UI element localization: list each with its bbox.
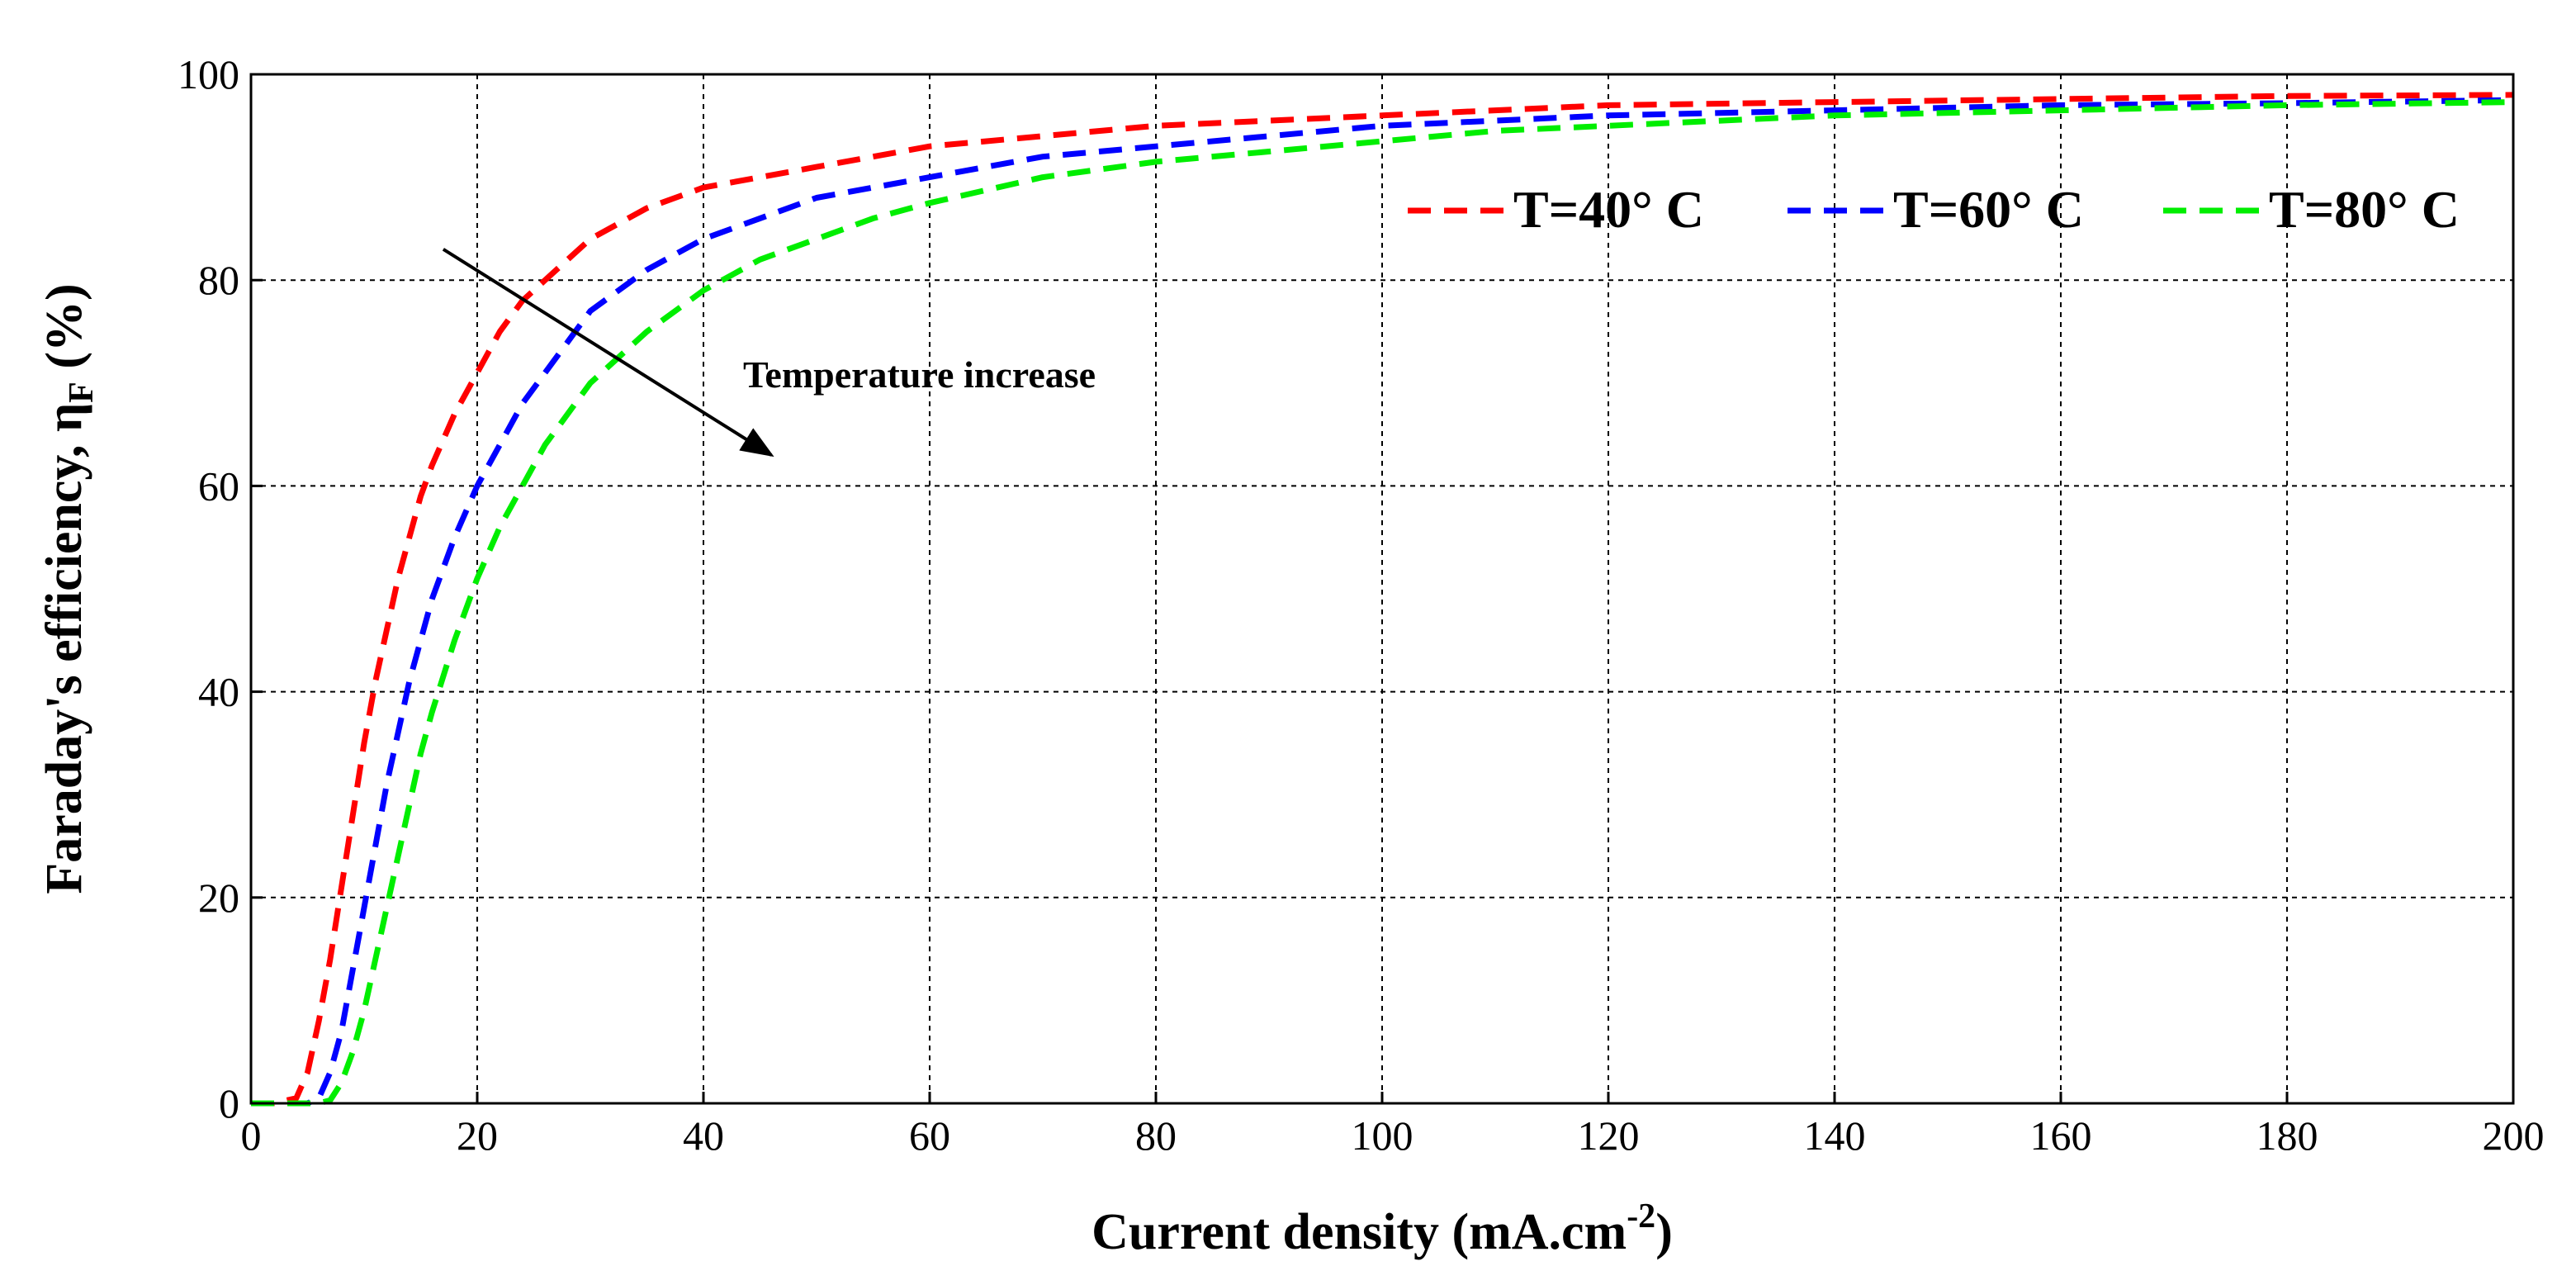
x-tick-label: 140 [1804,1112,1866,1159]
grid [251,74,2513,1103]
y-axis-title: Faraday's efficiency, ηF (%) [36,283,101,894]
annotations: Temperature increase [442,248,1096,458]
legend-label-1: T=40° C [1513,180,1704,239]
y-axis-title-subscript: F [63,382,101,403]
y-tick-label: 20 [198,875,239,921]
legend-label-3: T=80° C [2269,180,2460,239]
x-axis-title: Current density (mA.cm-2) [1091,1197,1673,1260]
series-line-3 [251,99,2514,1107]
legend: T=40° C T=60° C T=80° C [1408,180,2460,239]
y-tick-label: 0 [219,1080,239,1126]
annotation-text: Temperature increase [743,353,1096,396]
x-axis-title-superscript: -2 [1627,1197,1655,1235]
x-tick-label: 0 [241,1112,262,1159]
axis-ticks: 0 20 40 60 80 100 120 140 160 180 200 0 20 40 60 80 100 [178,51,2545,1159]
y-tick-label: 40 [198,669,239,715]
x-tick-label: 80 [1135,1112,1177,1159]
x-axis-title-main: Current density (mA.cm [1091,1204,1627,1260]
y-tick-label: 100 [178,51,239,97]
x-tick-label: 180 [2256,1112,2318,1159]
y-tick-label: 60 [198,462,239,509]
y-axis-title-suffix: (%) [36,283,92,382]
x-tick-label: 120 [1578,1112,1640,1159]
legend-label-2: T=60° C [1893,180,2084,239]
series-group [251,92,2514,1107]
annotation-arrow [442,248,774,458]
x-axis-title-close: ) [1655,1204,1673,1260]
x-tick-label: 100 [1352,1112,1413,1159]
y-axis-title-main: Faraday's efficiency, η [36,403,92,894]
x-tick-label: 40 [683,1112,724,1159]
x-tick-label: 60 [909,1112,950,1159]
x-tick-label: 160 [2030,1112,2092,1159]
y-tick-label: 80 [198,257,239,303]
series-line-2 [251,97,2514,1107]
x-tick-label: 20 [457,1112,498,1159]
x-tick-label: 200 [2483,1112,2545,1159]
series-line-1 [251,92,2514,1107]
